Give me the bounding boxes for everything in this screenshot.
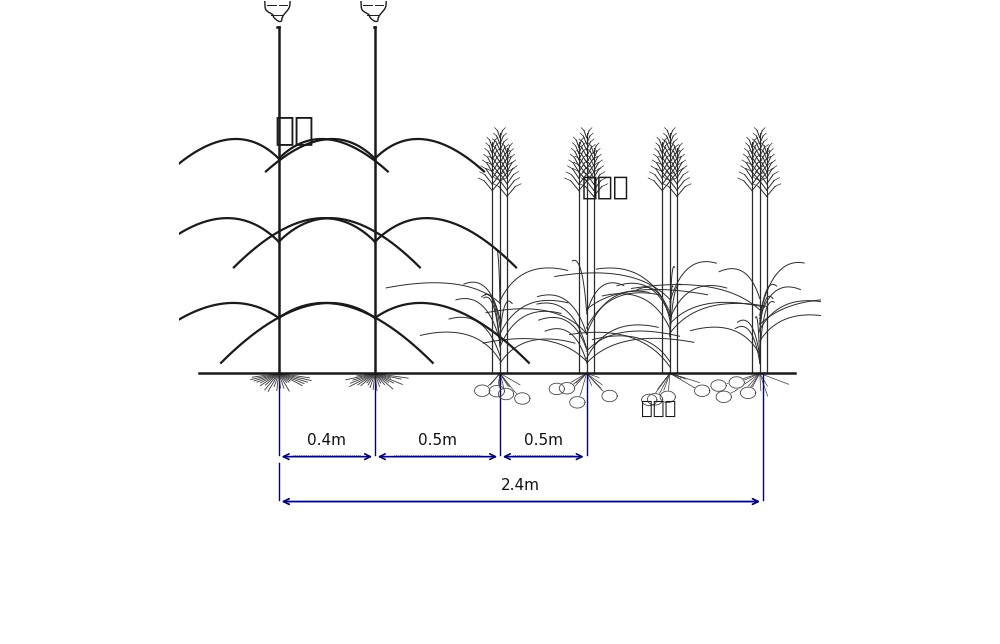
Polygon shape (740, 387, 756, 399)
Polygon shape (729, 377, 744, 388)
Text: 油莎豆: 油莎豆 (641, 399, 676, 418)
Polygon shape (475, 385, 490, 397)
Text: 谷子: 谷子 (275, 113, 315, 146)
Polygon shape (549, 383, 564, 395)
Polygon shape (570, 397, 585, 408)
Polygon shape (515, 393, 530, 404)
Polygon shape (716, 391, 731, 402)
Text: 0.4m: 0.4m (307, 433, 346, 448)
Polygon shape (559, 383, 575, 394)
Polygon shape (711, 380, 726, 392)
Polygon shape (489, 385, 504, 397)
Polygon shape (260, 0, 295, 21)
Polygon shape (498, 388, 514, 400)
Polygon shape (695, 385, 710, 397)
Polygon shape (647, 393, 663, 405)
Polygon shape (602, 390, 617, 402)
Polygon shape (357, 0, 391, 21)
Polygon shape (660, 391, 675, 402)
Text: 0.5m: 0.5m (524, 433, 563, 448)
Polygon shape (642, 394, 657, 406)
Text: 油莎草: 油莎草 (582, 175, 630, 200)
Text: 2.4m: 2.4m (501, 478, 540, 493)
Text: 0.5m: 0.5m (418, 433, 457, 448)
